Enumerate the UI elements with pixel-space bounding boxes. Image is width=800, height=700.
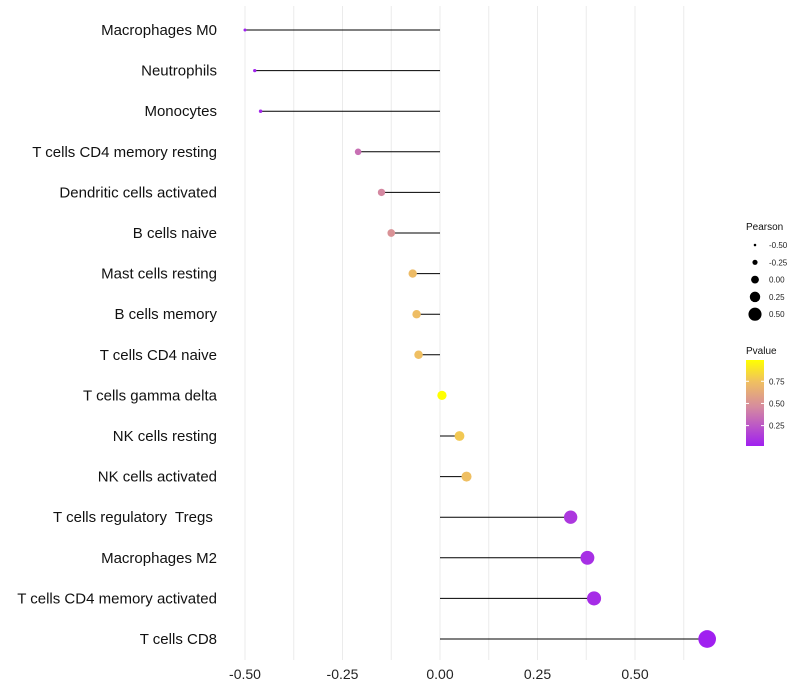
category-label: T cells CD4 naive: [100, 347, 217, 364]
lollipop-point: [408, 269, 417, 278]
category-label: Macrophages M2: [101, 550, 217, 567]
lollipop-point: [243, 28, 247, 32]
x-tick-label: 0.00: [426, 666, 453, 682]
category-label: B cells memory: [114, 306, 217, 323]
pvalue-legend-label: 0.25: [769, 422, 785, 431]
category-label: T cells gamma delta: [83, 387, 218, 404]
category-label: T cells CD4 memory resting: [32, 144, 217, 161]
category-label: T cells CD8: [140, 631, 217, 648]
pvalue-legend-label: 0.75: [769, 377, 785, 386]
lollipop-point: [253, 68, 257, 73]
lollipop-point: [412, 309, 421, 319]
category-labels: Macrophages M0 Neutrophils Monocytes T cell…: [17, 22, 217, 648]
lollipop-point: [461, 471, 472, 482]
category-label: Macrophages M0: [101, 22, 217, 39]
category-label: Monocytes: [144, 103, 217, 120]
pvalue-legend-title: Pvalue: [746, 346, 777, 357]
lollipop-point: [387, 229, 396, 237]
lollipop-point: [414, 350, 423, 360]
pearson-legend-key: [749, 291, 761, 303]
pvalue-colorbar: [746, 360, 764, 446]
x-tick-label: 0.50: [621, 666, 648, 682]
x-axis-tick-labels: -0.50 -0.25 0.00 0.25 0.50: [229, 666, 649, 682]
lollipop-point: [454, 431, 465, 441]
lollipop-point: [377, 188, 386, 197]
x-tick-label: 0.25: [524, 666, 551, 682]
x-tick-label: -0.50: [229, 666, 261, 682]
pearson-legend-label: -0.50: [769, 241, 788, 250]
category-label: B cells naive: [133, 225, 217, 242]
pearson-legend-key: [753, 243, 757, 247]
lollipop-points: [243, 28, 716, 648]
category-label: Dendritic cells activated: [59, 184, 217, 201]
category-label: Mast cells resting: [101, 266, 217, 283]
lollipop-point: [354, 148, 362, 156]
pearson-size-legend: Pearson -0.50 -0.25 0.00 0.25 0.50: [746, 222, 788, 321]
lollipop-stems: [245, 29, 708, 640]
x-tick-label: -0.25: [327, 666, 359, 682]
grid-lines: [244, 6, 685, 660]
lollipop-point: [580, 550, 595, 565]
pearson-legend-label: 0.00: [769, 276, 785, 285]
lollipop-point: [437, 390, 447, 401]
category-label: T cells regulatory Tregs: [53, 509, 217, 526]
pearson-legend-label: -0.25: [769, 258, 788, 267]
category-label: NK cells resting: [113, 428, 217, 445]
category-label: Neutrophils: [141, 63, 217, 80]
lollipop-point: [563, 510, 578, 524]
category-label: T cells CD4 memory activated: [17, 590, 217, 607]
pearson-legend-label: 0.50: [769, 310, 785, 319]
lollipop-point: [258, 109, 263, 113]
pearson-legend-title: Pearson: [746, 222, 783, 233]
pearson-legend-key: [752, 259, 758, 265]
pearson-legend-label: 0.25: [769, 293, 785, 302]
pvalue-color-legend: Pvalue 0.75 0.50 0.25: [746, 346, 785, 446]
category-label: NK cells activated: [98, 469, 217, 486]
pearson-legend-key: [751, 275, 759, 284]
pearson-legend-key: [748, 307, 762, 321]
lollipop-point: [698, 630, 716, 648]
pvalue-legend-label: 0.50: [769, 399, 785, 408]
lollipop-point: [587, 591, 602, 606]
